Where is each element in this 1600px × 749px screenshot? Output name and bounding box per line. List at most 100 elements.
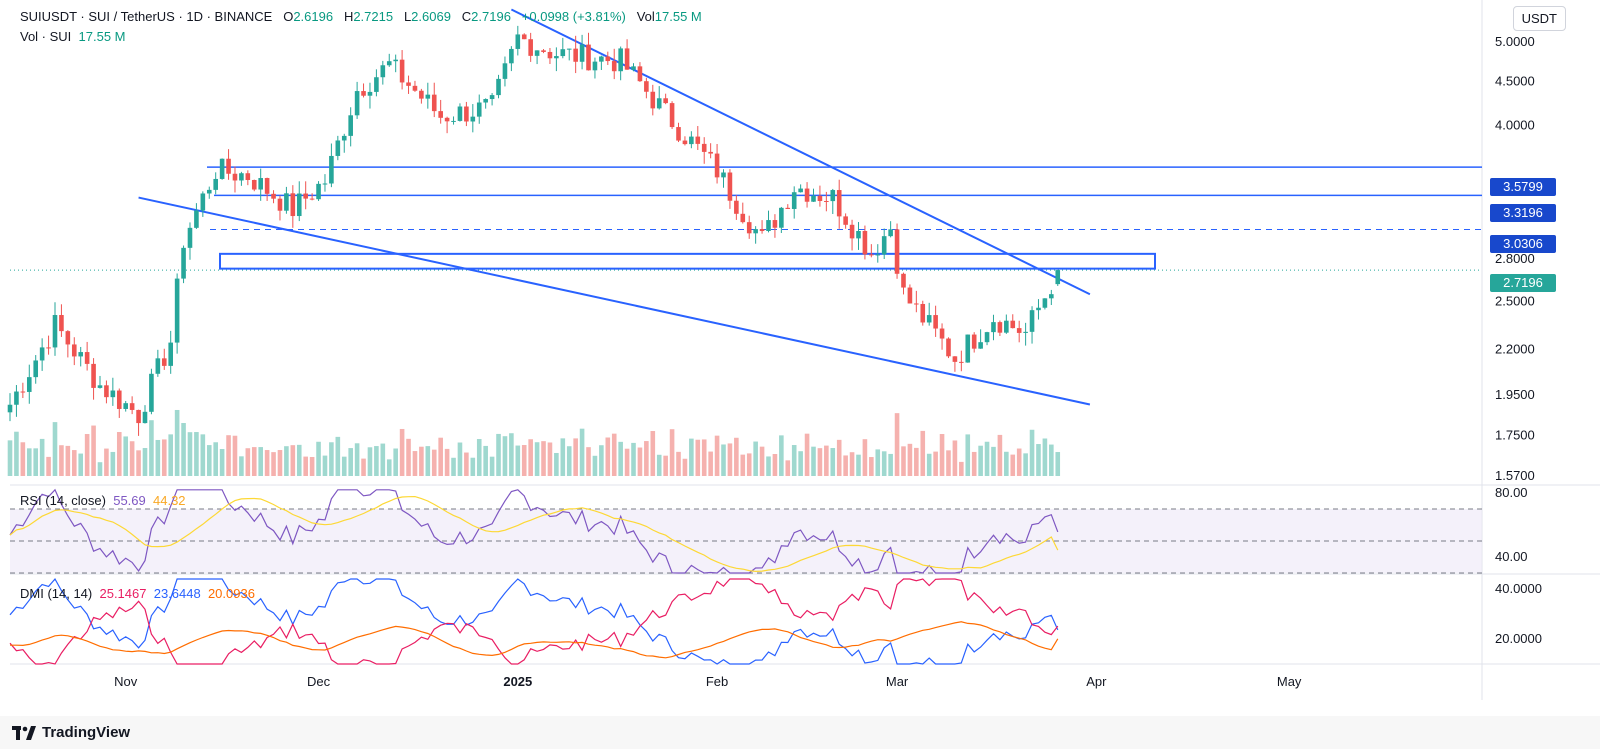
volume-bar (78, 453, 84, 476)
candle-body (213, 178, 218, 190)
candle-body (946, 338, 951, 357)
volume-bar (766, 456, 771, 476)
candle-body (901, 273, 906, 288)
volume-bar (830, 448, 836, 476)
time-axis-label: Feb (706, 674, 728, 689)
high-value: 2.7215 (353, 9, 394, 24)
candle-body (547, 51, 553, 59)
volume-bar (534, 442, 540, 476)
candle-body (631, 66, 636, 70)
volume-bar (213, 442, 218, 476)
candle-body (554, 56, 559, 59)
time-axis-label: Dec (307, 674, 331, 689)
volume-bar (521, 445, 527, 476)
volume-bar (939, 434, 945, 476)
volume-bar (959, 461, 964, 476)
candle-body (206, 189, 212, 194)
candle-body (534, 50, 540, 56)
volume-bar (862, 439, 868, 476)
volume-bar (168, 434, 173, 476)
volume-bar (290, 445, 296, 476)
candle-body (489, 95, 495, 100)
candle-body (599, 56, 604, 62)
candle-body (476, 102, 482, 117)
volume-bar (920, 430, 926, 476)
dmi-minus-di-line (9, 578, 1059, 665)
candle-body (875, 254, 881, 256)
volume-bar (110, 451, 116, 476)
candle-body (251, 179, 257, 190)
volume-bar (824, 445, 829, 476)
volume-bar (296, 444, 302, 476)
volume-bar (605, 437, 611, 476)
candle-body (329, 155, 334, 184)
candle-body (226, 158, 231, 174)
level-tag-3-0306: 3.0306 (1490, 235, 1556, 253)
candle-body (695, 136, 701, 144)
candle-body (444, 117, 450, 122)
candle-body (71, 344, 77, 357)
volume-bar (399, 428, 405, 476)
volume-bar (772, 454, 778, 476)
volume-bar (631, 442, 636, 476)
candle-body (1042, 298, 1048, 308)
candle-body (277, 198, 283, 211)
symbol-title: SUIUSDT · SUI / TetherUS · 1D · BINANCE (20, 9, 273, 24)
candle-body (348, 115, 353, 136)
candle-body (393, 59, 398, 62)
candle-body (676, 127, 681, 141)
volume-bar (888, 453, 893, 476)
candle-body (7, 404, 13, 413)
volume-bar (901, 446, 906, 476)
volume-legend: Vol · SUI 17.55 M (20, 29, 126, 44)
volume-bar (952, 440, 958, 476)
tradingview-logo-icon (12, 725, 36, 740)
candle-body (65, 331, 71, 345)
volume-bar (65, 445, 71, 476)
candle-body (14, 391, 19, 405)
volume-bar (155, 439, 161, 476)
level-tag-3-3196: 3.3196 (1490, 204, 1556, 222)
volume-bar (451, 457, 456, 476)
candle-body (573, 48, 578, 62)
candle-body (779, 207, 784, 228)
volume-bar (1004, 451, 1009, 476)
candle-body (104, 385, 109, 398)
tradingview-logo[interactable]: TradingView (12, 724, 130, 741)
volume-bar (104, 448, 109, 476)
volume-bar (116, 432, 122, 476)
candle-body (219, 158, 225, 179)
volume-bar (734, 437, 739, 476)
candle-body (1010, 320, 1016, 329)
dmi-label: DMI (14, 14) (20, 586, 93, 601)
volume-bar (843, 455, 848, 476)
volume-bar (245, 448, 251, 476)
candle-body (644, 81, 649, 92)
volume-bar (991, 446, 996, 476)
candle-body (258, 178, 263, 190)
currency-unit-button[interactable]: USDT (1512, 6, 1566, 31)
volume-bar (714, 435, 720, 476)
volume-bar (618, 441, 623, 476)
price-tick-label: 1.7500 (1495, 427, 1535, 442)
candle-body (772, 220, 778, 228)
dmi-legend[interactable]: DMI (14, 14) 25.1467 23.6448 20.0936 (20, 586, 255, 601)
volume-bar (875, 449, 881, 476)
price-tick-label: 2.8000 (1495, 251, 1535, 266)
volume-bar (303, 456, 308, 476)
dmi-minus-value: 23.6448 (153, 586, 201, 601)
candle-body (753, 229, 758, 234)
candle-body (785, 207, 791, 209)
candle-body (303, 193, 308, 199)
rsi-legend[interactable]: RSI (14, close) 55.69 44.32 (20, 493, 186, 508)
candle-body (322, 183, 328, 185)
volume-bar (856, 454, 861, 476)
candle-body (592, 61, 598, 71)
volume-bar (644, 441, 649, 476)
time-axis-label: Apr (1086, 674, 1107, 689)
volume-bar (39, 438, 45, 476)
volume-bar (59, 445, 64, 476)
candle-body (129, 403, 135, 410)
volume-bar (284, 446, 289, 476)
